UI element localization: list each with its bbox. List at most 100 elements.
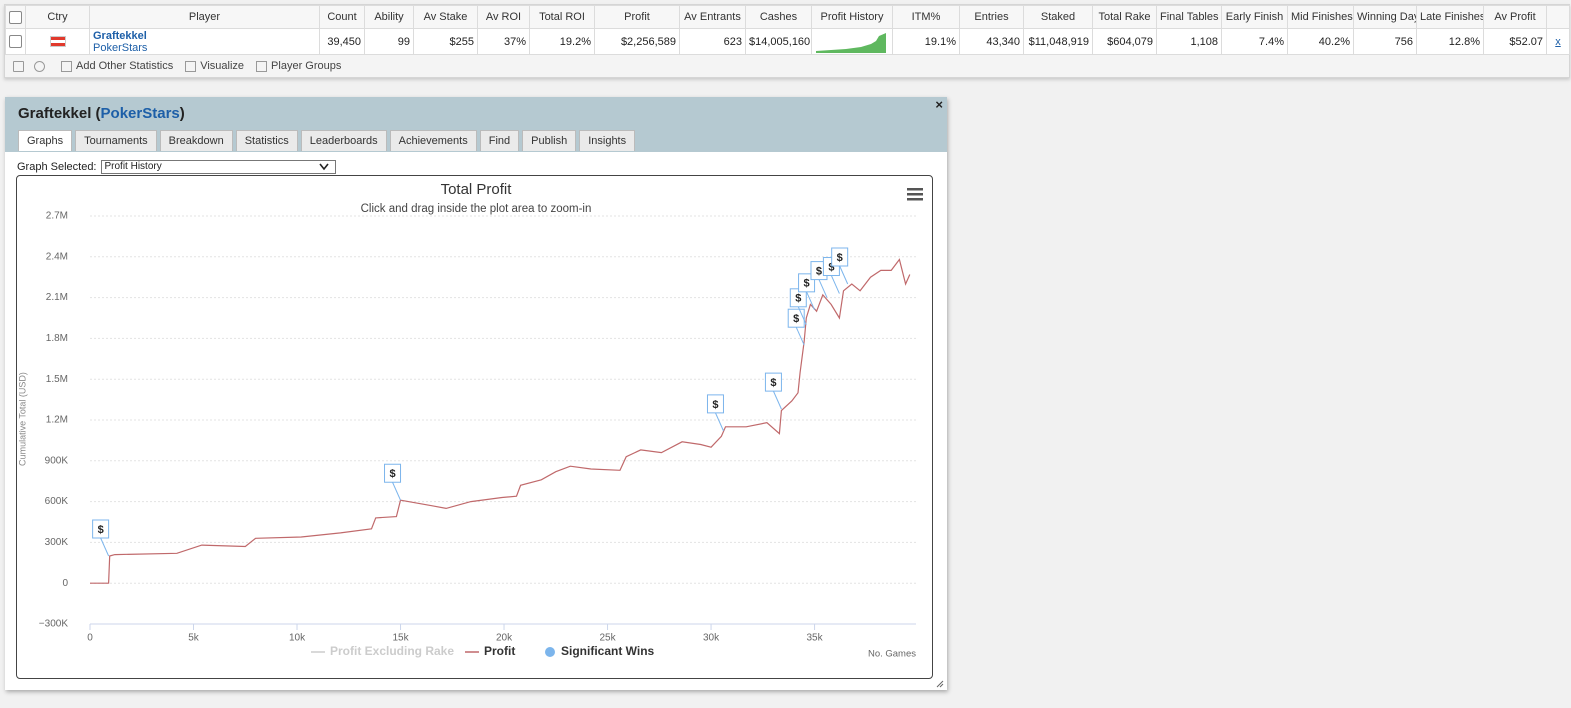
header-cell[interactable]: Final Tables xyxy=(1156,5,1222,29)
menu-icon[interactable] xyxy=(907,188,923,201)
flag-label: $ xyxy=(803,278,809,290)
graph-selected: Profit History xyxy=(104,161,162,172)
flag-label: $ xyxy=(770,377,776,389)
header-cell[interactable]: Cashes xyxy=(745,5,812,29)
header-cell[interactable]: Player xyxy=(89,5,320,29)
panel-header: Graftekkel (PokerStars) × Graphs Tourname… xyxy=(5,97,947,152)
flag-stem xyxy=(818,279,828,298)
header-cell[interactable]: Early Finish xyxy=(1221,5,1288,29)
site-name[interactable]: PokerStars xyxy=(100,105,180,122)
flag-box xyxy=(831,247,849,267)
cell: $604,079 xyxy=(1092,28,1157,55)
significant-win[interactable]: $ xyxy=(384,463,402,501)
header-cell[interactable]: Ctry xyxy=(25,5,90,29)
legend-item[interactable]: Profit xyxy=(465,644,515,658)
panel-title: Graftekkel (PokerStars) xyxy=(18,105,185,122)
resize-handle[interactable] xyxy=(936,680,944,688)
tab[interactable]: Leaderboards xyxy=(300,130,387,151)
legend-label: Profit xyxy=(484,644,515,658)
toolbar-label: Visualize xyxy=(200,60,245,72)
header-cell[interactable]: Profit xyxy=(594,5,680,29)
x-tick-label: 35k xyxy=(806,633,823,644)
header-cell[interactable]: Profit History xyxy=(811,5,893,29)
legend-item[interactable]: Profit Excluding Rake xyxy=(311,644,454,658)
close-button[interactable]: × xyxy=(935,97,943,112)
cell: 1,108 xyxy=(1156,28,1222,55)
x-tick-label: 10k xyxy=(289,633,306,644)
header-cell[interactable]: Total ROI xyxy=(529,5,595,29)
flag-box xyxy=(384,463,402,483)
header-cell[interactable]: Av Entrants xyxy=(679,5,746,29)
delete-icon[interactable] xyxy=(13,60,24,72)
header-cell[interactable]: Ability xyxy=(364,5,414,29)
cell: $255 xyxy=(413,28,478,55)
flag-stem xyxy=(100,537,110,557)
chevron xyxy=(318,163,329,171)
legend-item[interactable]: Significant Wins xyxy=(545,644,655,658)
header-cell[interactable]: Staked xyxy=(1023,5,1093,29)
cell: 7.4% xyxy=(1221,28,1288,55)
cell: 43,340 xyxy=(959,28,1024,55)
cell: $14,005,160 xyxy=(745,28,812,55)
results-grid: Ctry Player Count Ability Av Stake Av ROI Tota… xyxy=(4,4,1570,78)
chart: Total Profit Click and drag inside the pl… xyxy=(17,181,923,660)
cell xyxy=(5,28,26,55)
cell xyxy=(25,28,90,55)
cell: 37% xyxy=(477,28,530,55)
y-tick-label: 0 xyxy=(62,578,68,589)
tab[interactable]: Graphs xyxy=(18,130,73,151)
legend-label: Significant Wins xyxy=(561,644,655,658)
significant-win[interactable]: $ xyxy=(92,519,110,557)
graph-select[interactable]: Profit History xyxy=(100,160,336,174)
y-tick-label: 2.4M xyxy=(46,251,68,262)
x-tick-label: 15k xyxy=(392,633,409,644)
header-cell[interactable]: Mid Finishes xyxy=(1287,5,1354,29)
x-axis-title: No. Games xyxy=(868,649,916,660)
flag-label: $ xyxy=(828,261,834,273)
toolbar-button[interactable]: Player Groups xyxy=(256,60,341,72)
y-tick-label: 1.8M xyxy=(46,333,68,344)
toolbar-label: Player Groups xyxy=(271,60,342,72)
select-all-checkbox[interactable] xyxy=(9,10,22,24)
tab[interactable]: Breakdown xyxy=(159,130,233,151)
tab[interactable]: Statistics xyxy=(235,130,298,151)
header-cell[interactable]: ITM% xyxy=(892,5,960,29)
chart-title: Total Profit xyxy=(441,181,513,198)
tab[interactable]: Publish xyxy=(522,130,577,151)
header-cell[interactable]: Av Stake xyxy=(413,5,478,29)
row-checkbox[interactable] xyxy=(9,35,22,48)
significant-win[interactable]: $ xyxy=(706,394,724,432)
tab[interactable]: Find xyxy=(479,130,520,151)
header-cell[interactable]: Av ROI xyxy=(477,5,530,29)
refresh-icon[interactable] xyxy=(34,60,45,72)
significant-win[interactable]: $ xyxy=(787,308,805,346)
tab[interactable]: Tournaments xyxy=(75,130,157,151)
graph-selector: Graph Selected: Profit History xyxy=(17,160,336,174)
header-cell[interactable]: Total Rake xyxy=(1092,5,1157,29)
site-link[interactable]: PokerStars xyxy=(93,41,148,54)
header-cell[interactable]: Av Profit xyxy=(1483,5,1547,29)
header-cell[interactable]: Entries xyxy=(959,5,1024,29)
significant-win[interactable]: $ xyxy=(764,372,782,410)
flag-stem xyxy=(806,291,816,311)
tab[interactable]: Achievements xyxy=(389,130,477,151)
header-cell[interactable]: Winning Days xyxy=(1353,5,1417,29)
header-cell[interactable]: Late Finishes xyxy=(1416,5,1484,29)
y-tick-label: 2.7M xyxy=(46,211,68,222)
toolbar-button[interactable]: Visualize xyxy=(185,60,244,72)
player-name: Graftekkel xyxy=(18,105,92,122)
remove-link[interactable]: x xyxy=(1555,35,1561,48)
header-cell[interactable]: Count xyxy=(319,5,365,29)
flag-box xyxy=(706,394,724,414)
significant-win[interactable]: $ xyxy=(831,247,849,285)
toolbar-button[interactable]: Add Other Statistics xyxy=(61,60,173,72)
flag-box xyxy=(92,519,110,539)
chart-container: Total Profit Click and drag inside the pl… xyxy=(16,175,933,679)
tab[interactable]: Insights xyxy=(579,130,636,151)
cell: Graftekkel PokerStars xyxy=(89,28,320,55)
sparkline-area xyxy=(816,32,886,53)
player-link[interactable]: Graftekkel xyxy=(93,29,147,42)
cell: 19.2% xyxy=(529,28,595,55)
flag-label: $ xyxy=(389,468,395,480)
